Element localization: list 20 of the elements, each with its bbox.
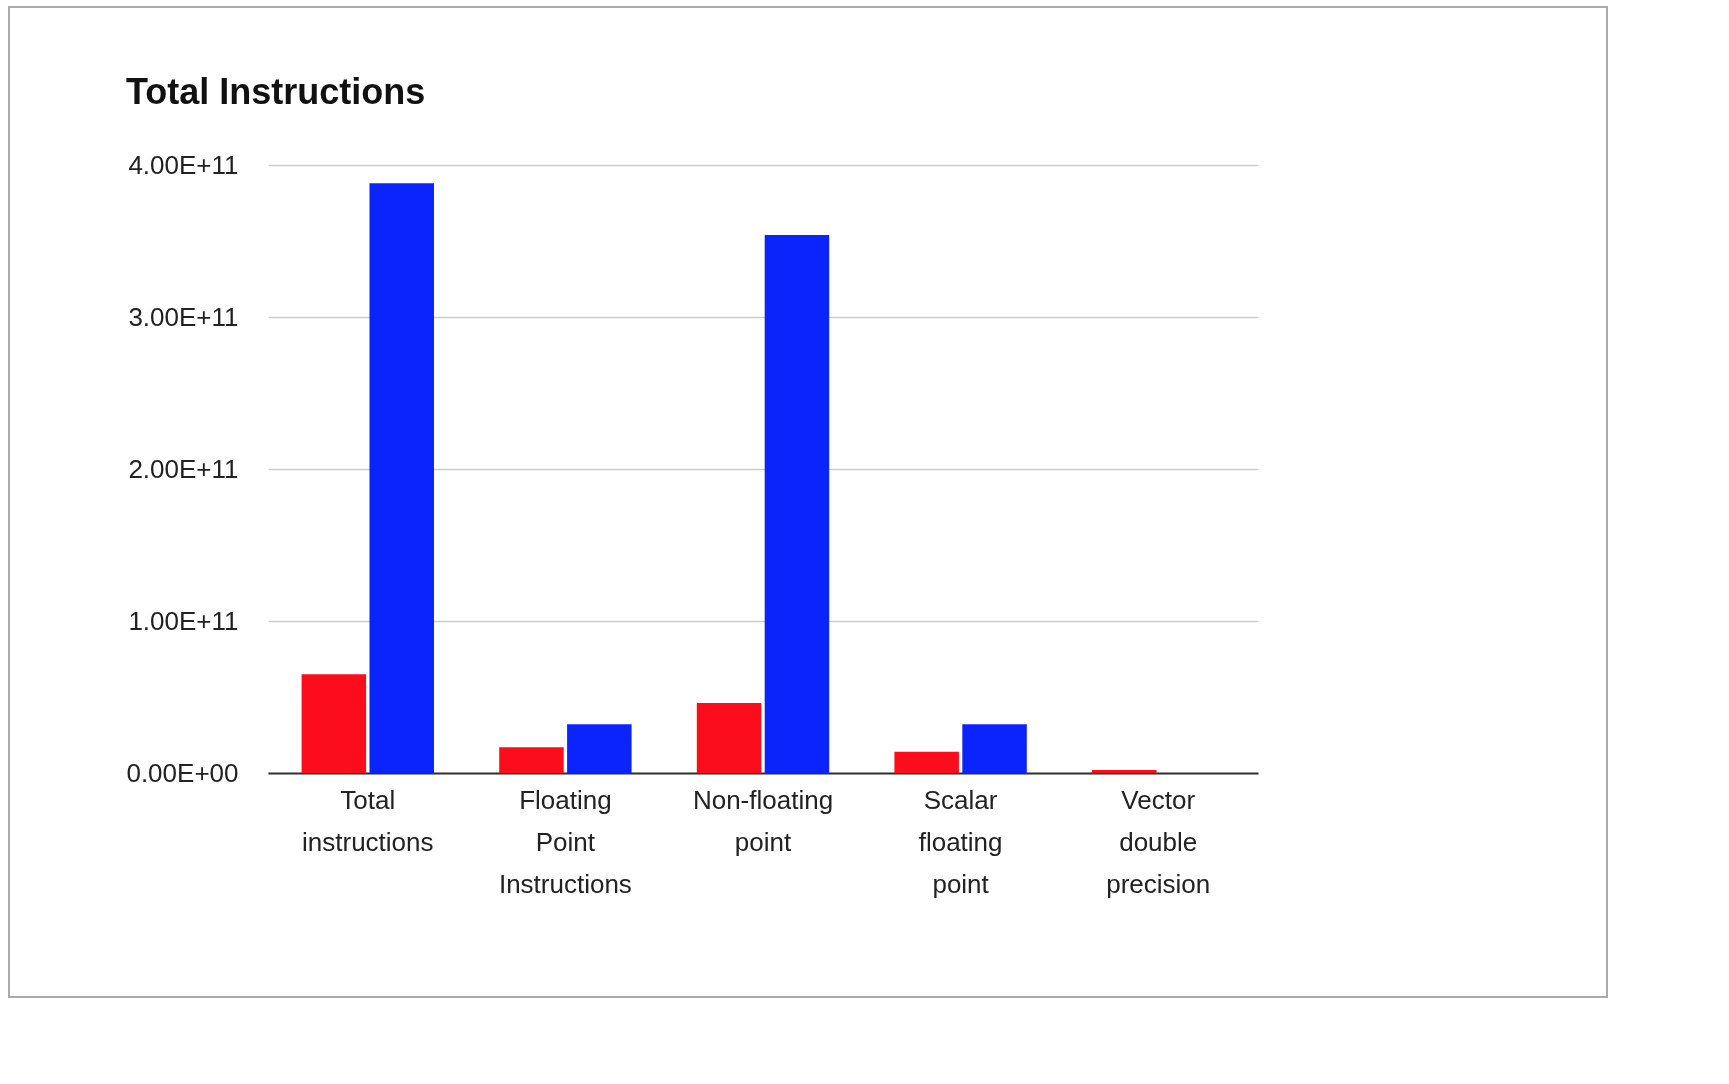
x-tick-label: Total instructions — [302, 784, 434, 857]
y-tick-label: 0.00E+00 — [126, 757, 239, 788]
x-tick-label: Floating Point Instructions — [498, 784, 632, 899]
x-tick-label: Vector double precision — [1106, 784, 1211, 899]
x-tick-label: Non-floating point — [692, 784, 834, 857]
bar — [764, 234, 830, 773]
y-tick-label: 4.00E+11 — [128, 149, 239, 180]
y-tick-label: 3.00E+11 — [128, 301, 239, 332]
bar — [894, 751, 959, 773]
y-tick-label: 2.00E+11 — [128, 453, 239, 484]
bar — [962, 724, 1027, 773]
y-tick-label: 1.00E+11 — [128, 605, 239, 636]
chart-title: Total Instructions — [125, 71, 426, 112]
bar — [369, 183, 434, 773]
bar — [567, 724, 632, 773]
bar — [499, 747, 564, 773]
bar — [1092, 769, 1157, 773]
bar — [696, 703, 762, 773]
bar — [301, 674, 367, 773]
x-tick-label: Scalar floating point — [918, 784, 1003, 899]
